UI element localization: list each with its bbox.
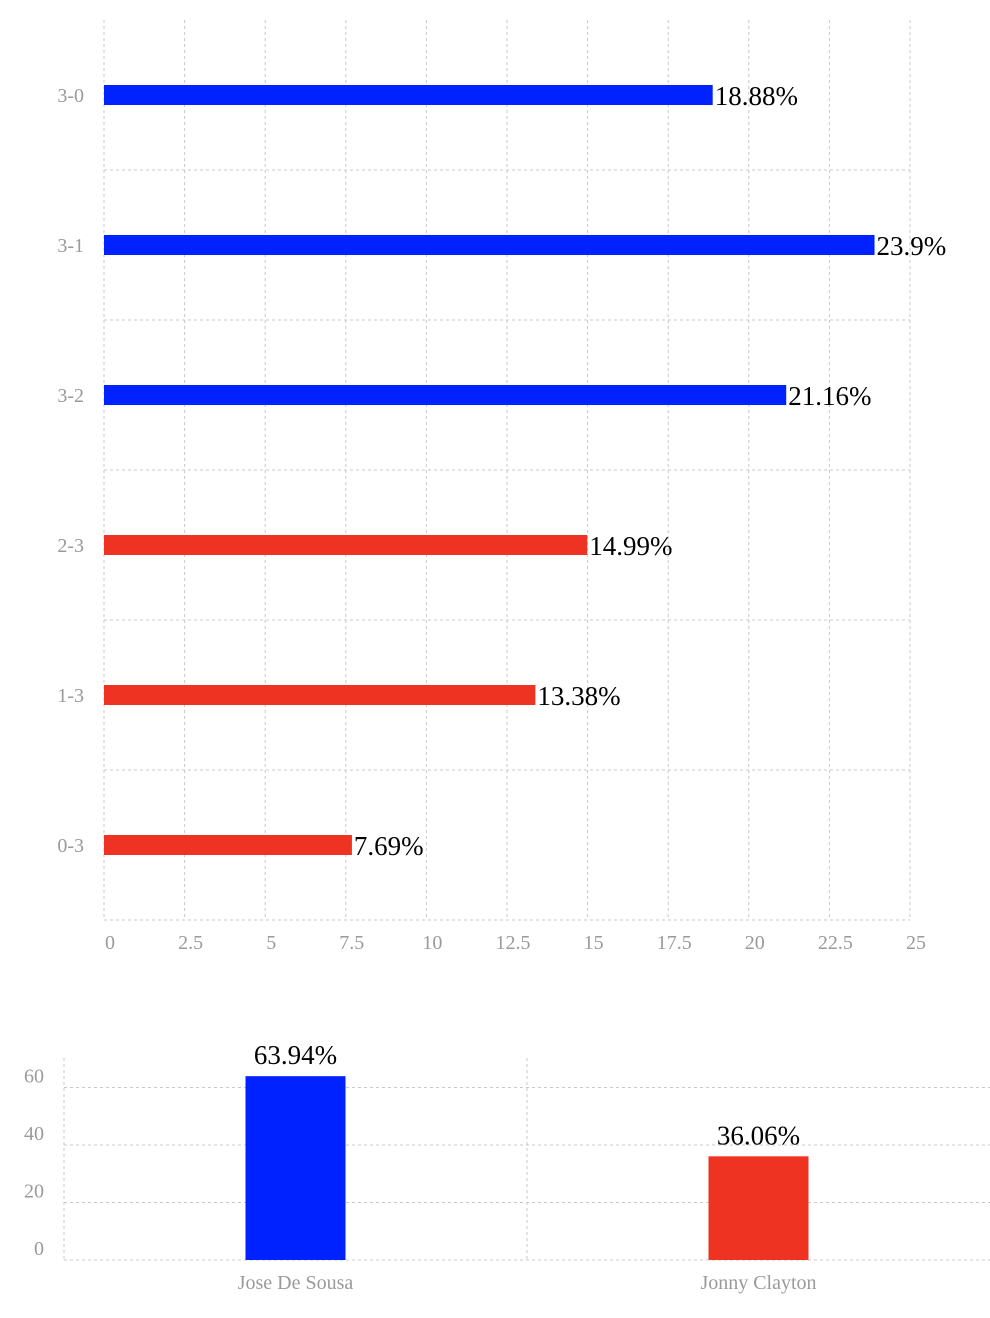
bar [104,85,713,105]
x-tick-label: 15 [584,932,604,954]
score-probability-chart: 18.88% 23.9% 21.16% 14.99% 13.38% 7.69% 0 2.5 5… [57,20,946,954]
data-label: 63.94% [254,1040,337,1070]
y-tick-label: 40 [24,1123,44,1145]
y-tick-label: 3-2 [57,385,84,407]
data-label: 23.9% [877,231,947,261]
winner-chart-axis-ticks: 0 20 40 60 Jose De Sousa Jonny Clayton [24,1066,817,1295]
y-tick-label: 20 [24,1181,44,1203]
x-tick-label: 17.5 [657,932,692,954]
x-tick-label: 7.5 [339,932,364,954]
winner-chart-labels: 63.94% 36.06% [254,1040,800,1150]
x-tick-label: 22.5 [818,932,853,954]
x-tick-label: 20 [745,932,765,954]
x-tick-label: Jonny Clayton [700,1272,816,1294]
y-tick-label: 2-3 [57,535,84,557]
bar [104,235,875,255]
data-label: 13.38% [537,681,620,711]
bar [104,835,352,855]
score-chart-axis-ticks: 0 2.5 5 7.5 10 12.5 15 17.5 20 22.5 25 3-0 3-1 3-2 2-3… [57,85,926,954]
y-tick-label: 3-1 [57,235,84,257]
data-label: 7.69% [354,831,424,861]
x-tick-label: 25 [906,932,926,954]
y-tick-label: 1-3 [57,685,84,707]
x-tick-label: 5 [266,932,276,954]
x-tick-label: 0 [105,932,115,954]
data-label: 21.16% [788,381,871,411]
bar [104,685,536,705]
score-chart-labels: 18.88% 23.9% 21.16% 14.99% 13.38% 7.69% [354,81,946,861]
winner-chart-grid [63,1058,990,1261]
data-label: 14.99% [589,531,672,561]
winner-probability-chart: 63.94% 36.06% 0 20 40 60 Jose De Sousa Jonny C… [24,1040,990,1295]
winner-chart-bars [245,1076,809,1260]
x-tick-label: 10 [422,932,442,954]
bar [104,385,787,405]
y-tick-label: 0-3 [57,835,84,857]
x-tick-label: Jose De Sousa [238,1272,354,1294]
score-chart-grid [103,20,911,921]
bar [708,1156,809,1260]
y-tick-label: 3-0 [57,85,84,107]
y-tick-label: 0 [34,1238,44,1260]
y-tick-label: 60 [24,1066,44,1088]
score-chart-bars [104,85,875,855]
x-tick-label: 12.5 [496,932,531,954]
data-label: 18.88% [715,81,798,111]
bar [245,1076,346,1260]
data-label: 36.06% [717,1120,800,1150]
x-tick-label: 2.5 [178,932,203,954]
bar [104,535,588,555]
